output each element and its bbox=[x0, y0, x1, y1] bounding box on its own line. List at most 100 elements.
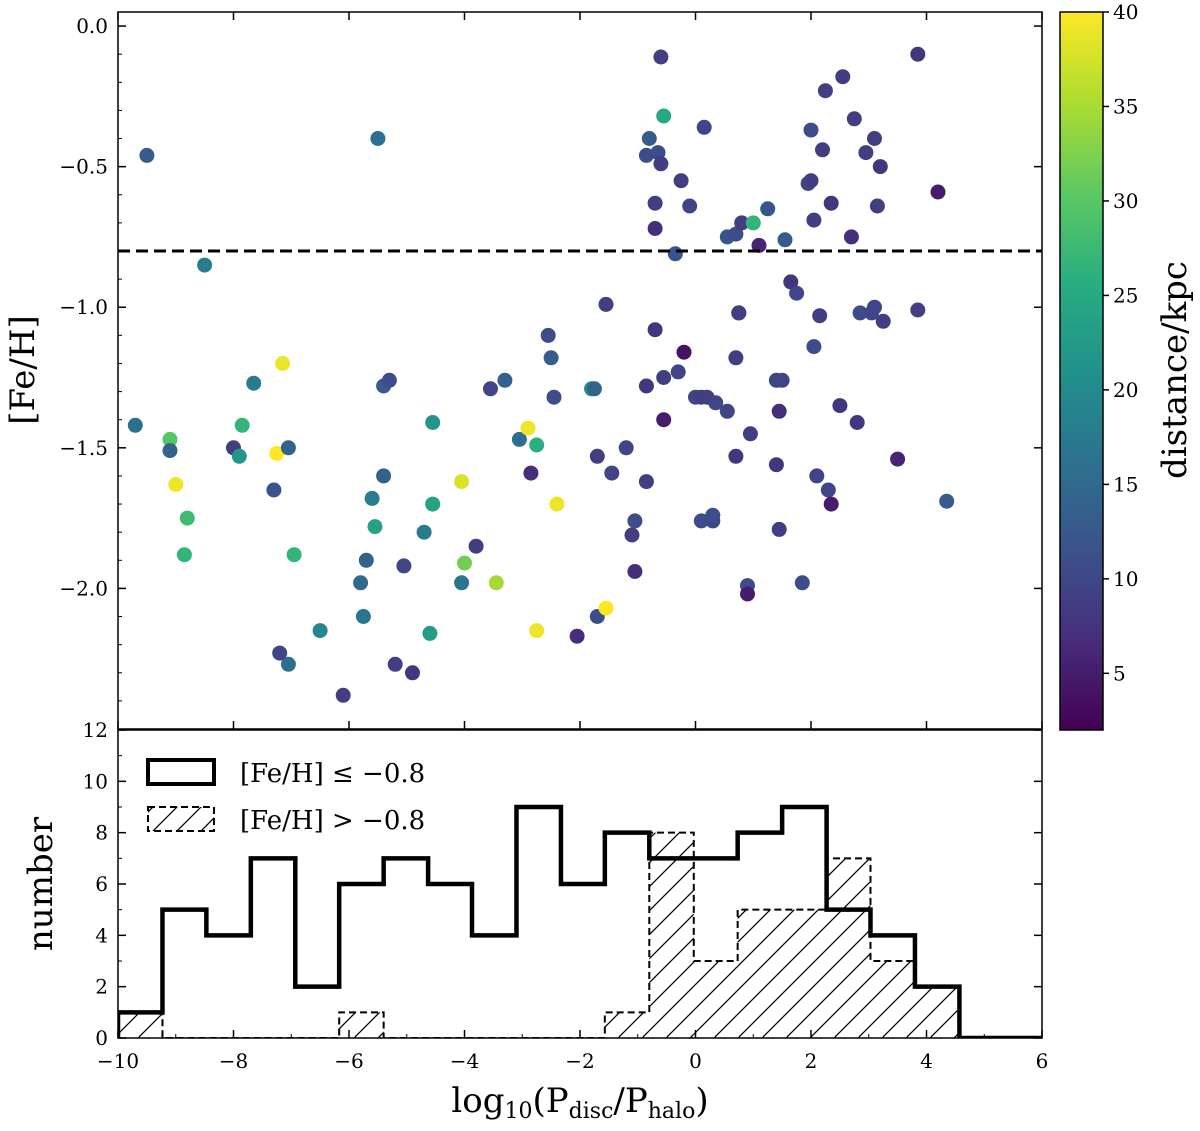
scatter-point bbox=[546, 389, 562, 405]
scatter-point bbox=[604, 465, 620, 481]
scatter-point bbox=[823, 195, 839, 211]
scatter-point bbox=[286, 547, 302, 563]
scatter-point bbox=[835, 69, 851, 85]
scatter-point bbox=[771, 521, 787, 537]
scatter-point bbox=[497, 372, 513, 388]
scatter-point bbox=[353, 575, 369, 591]
histogram-bar-hatched bbox=[870, 961, 915, 1038]
histogram-y-tick-label: 0 bbox=[95, 1026, 108, 1050]
scatter-point bbox=[598, 296, 614, 312]
histogram-x-tick-label: 6 bbox=[1036, 1049, 1049, 1073]
scatter-point bbox=[638, 474, 654, 490]
colorbar-frame bbox=[1059, 11, 1104, 731]
legend-swatch-solid bbox=[146, 758, 216, 786]
scatter-y-axis-label: [Fe/H] bbox=[3, 315, 43, 425]
colorbar-tick-label: 35 bbox=[1113, 94, 1138, 118]
scatter-point bbox=[670, 364, 686, 380]
histogram-x-ticks: −10 −8 −6 −4 −2 0 2 4 6 bbox=[97, 1030, 1048, 1073]
histogram-y-tick-label: 10 bbox=[83, 769, 108, 793]
histogram-bar-hatched bbox=[914, 986, 960, 1038]
legend-label-solid: [Fe/H] ≤ −0.8 bbox=[240, 759, 425, 789]
histogram-y-tick-label: 4 bbox=[95, 923, 108, 947]
scatter-point bbox=[740, 586, 755, 602]
scatter-point bbox=[488, 575, 504, 591]
scatter-point bbox=[381, 372, 397, 388]
scatter-point bbox=[653, 49, 669, 65]
scatter-point bbox=[454, 474, 470, 490]
scatter-point bbox=[586, 381, 602, 397]
scatter-y-tick-label: −2.0 bbox=[59, 576, 108, 600]
scatter-point bbox=[425, 496, 441, 512]
scatter-point bbox=[809, 468, 825, 484]
scatter-point bbox=[269, 445, 285, 461]
scatter-point bbox=[656, 412, 672, 428]
scatter-point bbox=[162, 443, 178, 459]
scatter-point bbox=[875, 313, 891, 329]
histogram-y-ticks: 0 2 4 6 8 10 12 bbox=[83, 718, 1042, 1050]
scatter-point bbox=[693, 513, 709, 529]
scatter-point bbox=[376, 468, 392, 484]
scatter-point bbox=[246, 375, 262, 391]
scatter-point bbox=[520, 420, 536, 436]
histogram-x-tick-label: −4 bbox=[450, 1049, 479, 1073]
histogram-bars bbox=[118, 804, 1042, 1038]
scatter-point bbox=[817, 83, 833, 99]
histogram-x-tick-label: 0 bbox=[689, 1049, 702, 1073]
scatter-point bbox=[728, 350, 744, 366]
histogram-bar-hatched bbox=[118, 1012, 163, 1038]
scatter-point bbox=[483, 381, 498, 397]
colorbar-tick-label: 30 bbox=[1113, 189, 1138, 213]
scatter-point bbox=[275, 356, 291, 371]
scatter-point bbox=[618, 440, 634, 456]
scatter-point bbox=[734, 215, 750, 231]
scatter-point bbox=[370, 131, 386, 146]
scatter-point bbox=[234, 417, 250, 433]
scatter-point bbox=[272, 645, 288, 661]
scatter-point bbox=[139, 147, 155, 163]
scatter-point bbox=[673, 173, 689, 189]
colorbar-label: distance/kpc bbox=[1155, 261, 1195, 479]
scatter-point bbox=[638, 147, 654, 163]
scatter-point bbox=[454, 575, 470, 591]
scatter-point bbox=[719, 403, 735, 419]
scatter-point bbox=[803, 122, 819, 138]
histogram-bar-hatched bbox=[339, 1012, 384, 1038]
scatter-panel: −2.0 −1.5 −1.0 −0.5 0.0 [Fe/H] bbox=[3, 11, 1043, 730]
scatter-point bbox=[812, 308, 828, 324]
scatter-y-tick-label: −1.5 bbox=[59, 436, 108, 460]
scatter-point bbox=[760, 201, 776, 217]
scatter-point bbox=[794, 575, 810, 591]
scatter-point bbox=[197, 257, 213, 273]
histogram-y-axis-label: number bbox=[21, 816, 61, 951]
scatter-point bbox=[751, 237, 767, 253]
scatter-y-ticks: −2.0 −1.5 −1.0 −0.5 0.0 bbox=[59, 14, 1042, 702]
scatter-point bbox=[742, 426, 758, 442]
scatter-point bbox=[806, 339, 822, 355]
scatter-point bbox=[416, 524, 432, 540]
scatter-point bbox=[312, 623, 328, 639]
colorbar-tick-label: 5 bbox=[1113, 661, 1126, 685]
scatter-point bbox=[676, 344, 692, 360]
histogram-x-axis-label: log10(Pdisc/Phalo) bbox=[451, 1081, 708, 1124]
legend-label-hatched: [Fe/H] > −0.8 bbox=[240, 806, 425, 836]
scatter-point bbox=[598, 600, 614, 616]
histogram-panel: 0 2 4 6 8 10 12 −10 −8 −6 −4 −2 0 2 4 6 number log10(P… bbox=[21, 718, 1048, 1124]
scatter-point bbox=[549, 496, 565, 512]
scatter-point bbox=[771, 403, 787, 419]
scatter-point bbox=[457, 555, 472, 571]
histogram-series-outline-solid bbox=[118, 804, 1042, 1038]
scatter-point bbox=[823, 496, 839, 512]
histogram-x-tick-label: −8 bbox=[219, 1049, 248, 1073]
scatter-point bbox=[647, 195, 663, 211]
scatter-point bbox=[529, 623, 545, 639]
scatter-point bbox=[832, 398, 848, 414]
scatter-point bbox=[168, 476, 184, 492]
scatter-point bbox=[405, 665, 420, 681]
scatter-point bbox=[789, 285, 805, 301]
scatter-point bbox=[682, 198, 698, 214]
scatter-point bbox=[783, 274, 799, 290]
colorbar-tick-label: 15 bbox=[1113, 472, 1138, 496]
scatter-point bbox=[910, 302, 926, 318]
histogram-bar-hatched bbox=[826, 858, 871, 1038]
